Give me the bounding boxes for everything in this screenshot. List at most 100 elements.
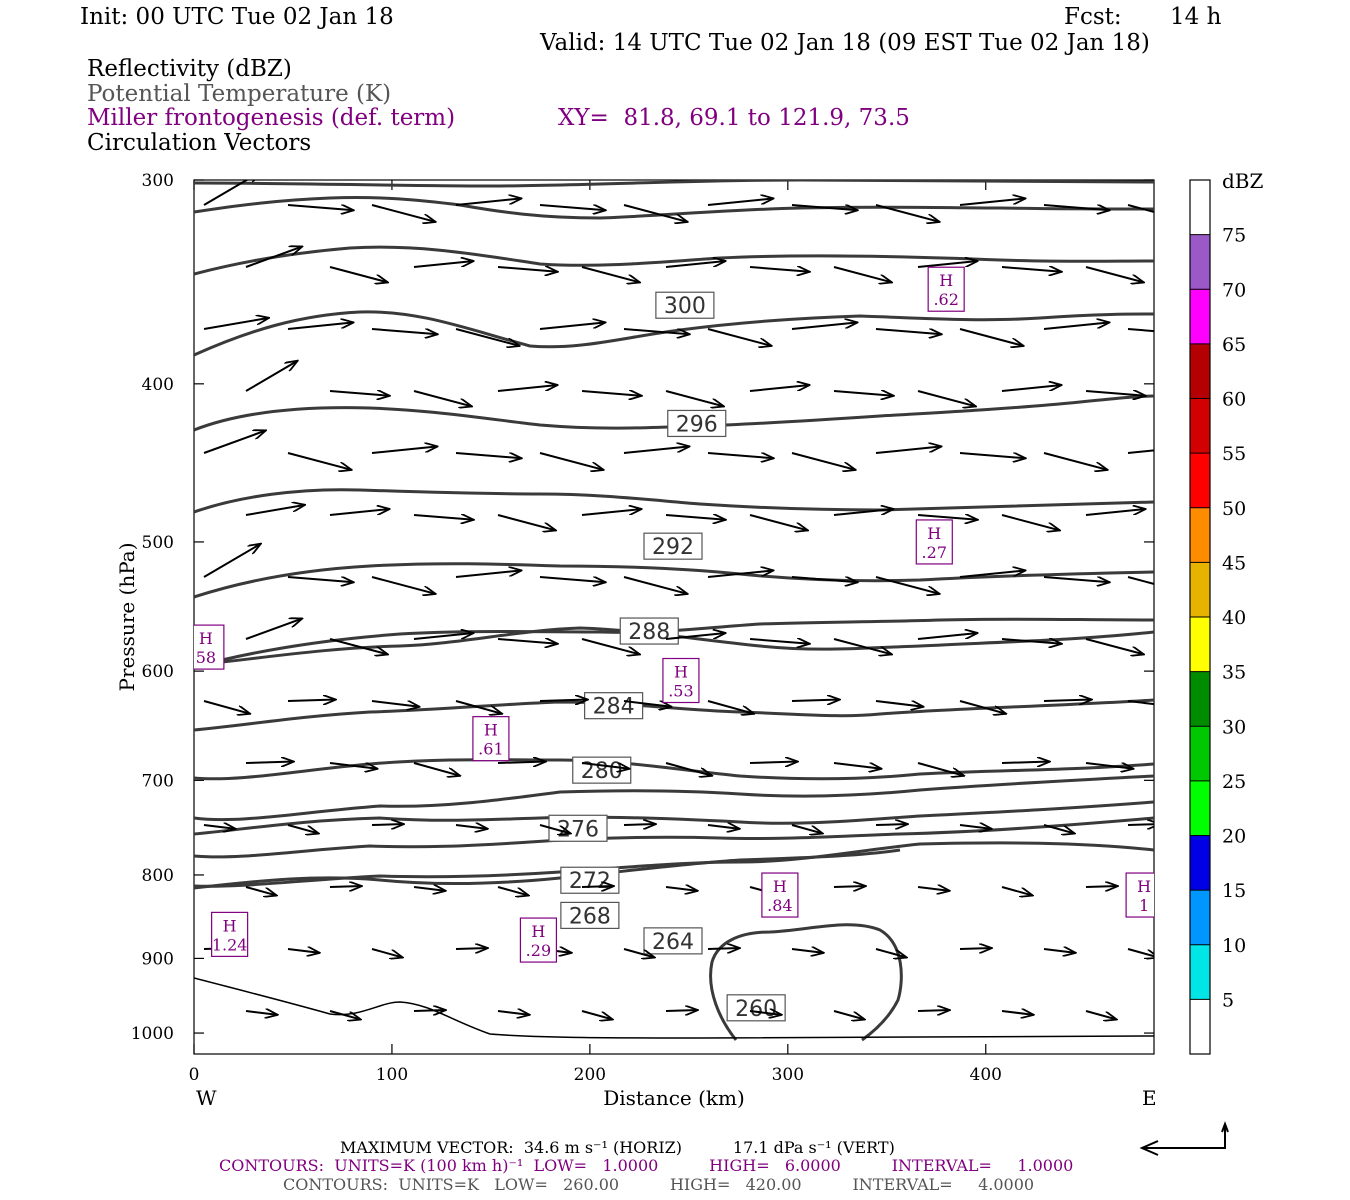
circulation-vector	[1043, 700, 1092, 701]
svg-text:268: 268	[569, 904, 611, 929]
circulation-vector	[749, 639, 810, 644]
circulation-vector	[959, 570, 1026, 578]
circulation-vector	[539, 452, 604, 470]
colorbar-swatch	[1190, 507, 1210, 563]
circulation-vector	[1001, 267, 1062, 272]
colorbar-swatch	[1190, 398, 1210, 454]
circulation-vector	[329, 509, 390, 516]
circulation-vector	[749, 762, 798, 763]
theta-contour-label: 288	[619, 617, 679, 645]
circulation-vector	[791, 322, 858, 330]
theta-contour-note: CONTOURS: UNITS=K LOW= 260.00 HIGH= 420.…	[283, 1175, 1035, 1194]
svg-text:H: H	[484, 721, 498, 740]
circulation-vector	[581, 1010, 613, 1020]
circulation-vector	[371, 824, 404, 825]
theta-contour-line	[194, 195, 1154, 220]
y-tick-label: 800	[142, 866, 174, 886]
colorbar-swatch	[1190, 671, 1210, 727]
circulation-vector	[203, 544, 261, 578]
circulation-vector	[581, 762, 630, 769]
circulation-vector	[1043, 576, 1110, 582]
circulation-vector	[623, 576, 688, 594]
circulation-vector	[287, 452, 352, 470]
circulation-vector	[245, 762, 294, 763]
circulation-vector	[833, 509, 894, 516]
y-tick-label: 600	[142, 662, 174, 682]
colorbar-swatch	[1190, 234, 1210, 290]
circulation-vector	[875, 700, 924, 707]
field-label-frontogenesis: Miller frontogenesis (def. term)	[87, 105, 456, 131]
circulation-vector	[203, 430, 266, 454]
x-tick-label: 400	[970, 1065, 1002, 1085]
colorbar-swatch	[1190, 562, 1210, 617]
svg-text:276: 276	[557, 817, 599, 842]
x-axis-title: Distance (km)	[603, 1086, 745, 1110]
colorbar-level-label: 10	[1222, 935, 1246, 957]
circulation-vector	[665, 762, 712, 776]
circulation-vector	[707, 452, 774, 458]
circulation-vector	[1127, 700, 1154, 706]
theta-contour-label: 300	[655, 291, 715, 319]
circulation-vector	[287, 824, 319, 834]
circulation-vector	[329, 266, 388, 282]
circulation-vector	[413, 1010, 446, 1011]
circulation-vector	[833, 886, 866, 887]
circulation-vector	[623, 700, 672, 707]
colorbar-swatch	[1190, 453, 1210, 508]
circulation-vector	[287, 700, 336, 701]
colorbar-swatch	[1190, 289, 1210, 344]
circulation-vector	[875, 328, 942, 334]
x-tick-label: 300	[772, 1065, 804, 1085]
circulation-vector	[1127, 449, 1154, 454]
circulation-vector	[203, 700, 250, 714]
frontogenesis-max-label: H.29	[519, 917, 558, 963]
circulation-vector	[707, 948, 740, 949]
circulation-vector	[917, 762, 964, 776]
y-axis-title: Pressure (hPa)	[115, 543, 139, 692]
svg-text:264: 264	[652, 930, 694, 955]
theta-contours	[194, 180, 1154, 1042]
circulation-vector	[623, 328, 690, 334]
circulation-vector	[497, 639, 558, 644]
circulation-vector	[959, 825, 992, 829]
circulation-vector	[1085, 638, 1144, 654]
circulation-vector	[455, 700, 502, 714]
circulation-vector	[455, 825, 488, 829]
circulation-vector	[203, 318, 269, 330]
circulation-vectors	[203, 180, 1154, 1020]
circulation-vector	[1127, 204, 1154, 213]
colorbar-swatch	[1190, 835, 1210, 891]
svg-text:H: H	[1137, 877, 1151, 896]
theta-contour-line	[194, 245, 1154, 276]
theta-contour-line	[194, 800, 1154, 836]
colorbar-swatch	[1190, 726, 1210, 781]
circulation-vector	[1085, 509, 1146, 516]
svg-text:H: H	[939, 271, 953, 290]
circulation-vector	[833, 266, 892, 282]
field-label-vectors: Circulation Vectors	[87, 130, 312, 156]
y-tick-label: 300	[142, 171, 174, 191]
y-tick-label: 500	[142, 533, 174, 553]
circulation-vector	[707, 570, 774, 578]
colorbar-level-label: 50	[1222, 498, 1246, 520]
colorbar-level-label: 70	[1222, 279, 1246, 301]
svg-text:H: H	[927, 524, 941, 543]
circulation-vector	[917, 633, 978, 640]
circulation-vector	[833, 391, 894, 396]
circulation-vector	[413, 390, 472, 406]
svg-text:.53: .53	[668, 682, 693, 701]
colorbar-level-label: 65	[1222, 334, 1246, 356]
frontogenesis-max-label: H1	[1125, 872, 1154, 918]
circulation-vector	[917, 515, 978, 520]
circulation-vector	[875, 824, 908, 825]
theta-contour-label: 276	[548, 814, 608, 842]
colorbar-level-label: 30	[1222, 716, 1246, 738]
circulation-vector	[875, 948, 907, 958]
circulation-vector	[245, 361, 298, 392]
theta-contour-label: 296	[667, 409, 727, 437]
svg-text:296: 296	[676, 412, 718, 437]
frontogenesis-max-label: H1.24	[211, 911, 249, 957]
circulation-vector	[791, 949, 824, 953]
circulation-vector	[665, 515, 726, 520]
